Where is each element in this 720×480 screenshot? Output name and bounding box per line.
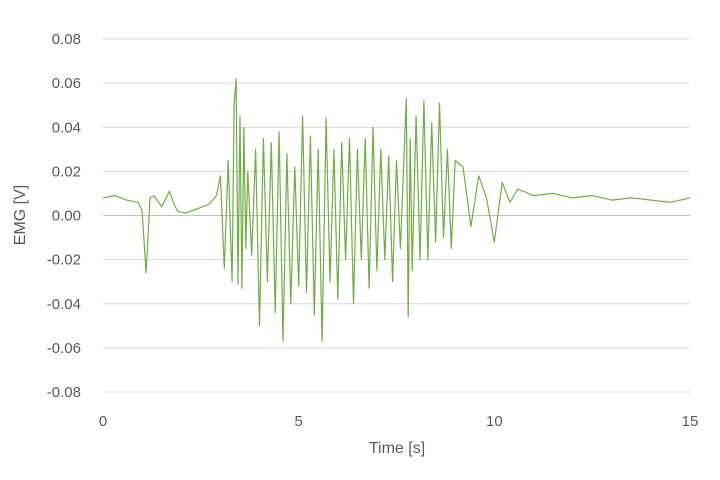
y-tick-label: 0.02	[52, 163, 81, 180]
x-tick-labels: 0 5 10 15	[99, 413, 699, 430]
series-line-0	[102, 78, 691, 342]
y-tick-label: 0.04	[52, 119, 81, 136]
y-tick-label: -0.08	[47, 384, 81, 401]
y-tick-labels: 0.08 0.06 0.04 0.02 0.00 -0.02 -0.04 -0.06 -0.08	[47, 31, 81, 401]
x-tick-label: 5	[294, 413, 302, 430]
series-layer	[102, 78, 691, 342]
y-tick-label: -0.04	[47, 296, 81, 313]
x-tick-label: 0	[99, 413, 107, 430]
y-tick-label: 0.06	[52, 75, 81, 92]
y-tick-label: -0.06	[47, 340, 81, 357]
y-tick-label: 0.08	[52, 31, 81, 48]
y-tick-label: -0.02	[47, 252, 81, 269]
x-tick-label: 10	[486, 413, 503, 430]
x-tick-label: 15	[682, 413, 699, 430]
y-axis-title: EMG [V]	[12, 185, 29, 245]
x-axis-title: Time [s]	[369, 440, 425, 457]
y-tick-label: 0.00	[52, 208, 81, 225]
